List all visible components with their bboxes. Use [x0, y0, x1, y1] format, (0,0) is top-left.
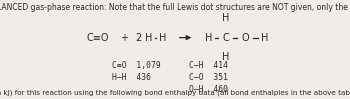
- Text: O: O: [241, 33, 249, 43]
- Text: H: H: [222, 13, 230, 23]
- Text: +: +: [120, 33, 128, 43]
- Text: C–H  414: C–H 414: [189, 61, 228, 70]
- Text: C–O  351: C–O 351: [189, 73, 228, 82]
- Text: C≡O  1,079: C≡O 1,079: [112, 61, 161, 70]
- Text: H: H: [145, 33, 153, 43]
- Text: H: H: [204, 33, 212, 43]
- Text: H: H: [159, 33, 167, 43]
- Text: Estimate ΔH° (in kJ) for this reaction using the following bond enthalpy data (a: Estimate ΔH° (in kJ) for this reaction u…: [0, 90, 350, 97]
- Text: O–H  460: O–H 460: [189, 85, 228, 94]
- Text: 2: 2: [135, 33, 141, 43]
- Text: H: H: [222, 52, 230, 62]
- Text: H: H: [260, 33, 268, 43]
- Text: 1. Consider the BALANCED gas-phase reaction: Note that the full Lewis dot struct: 1. Consider the BALANCED gas-phase react…: [0, 3, 350, 12]
- Text: C≡O: C≡O: [87, 33, 109, 43]
- Text: H–H  436: H–H 436: [112, 73, 151, 82]
- Text: C: C: [222, 33, 229, 43]
